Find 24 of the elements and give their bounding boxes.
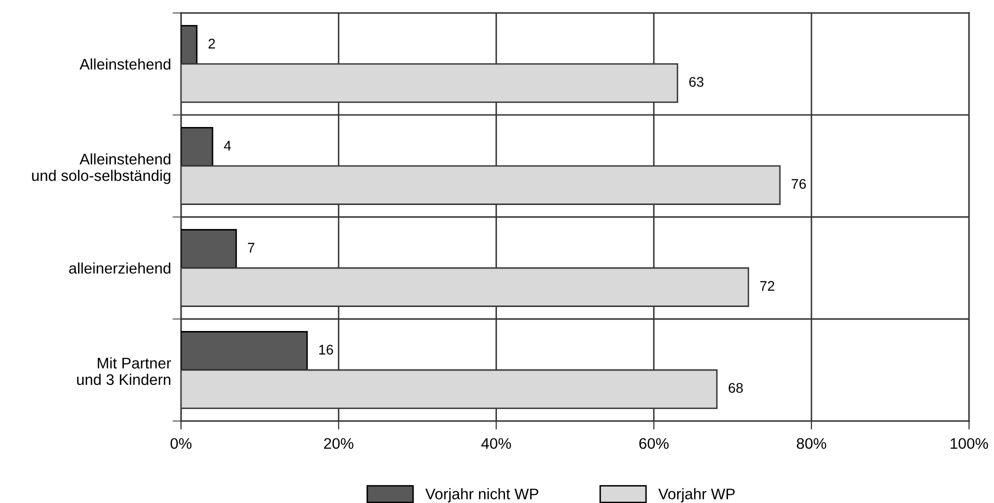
bar bbox=[181, 229, 237, 269]
bar bbox=[181, 331, 308, 371]
x-tick-label: 0% bbox=[170, 438, 192, 449]
data-label: 68 bbox=[728, 383, 743, 393]
x-tick-label: 100% bbox=[950, 438, 988, 449]
y-tick-label: Alleinstehend und solo-selbständig bbox=[32, 153, 170, 184]
data-label: 7 bbox=[248, 242, 254, 252]
data-label: 76 bbox=[792, 179, 806, 189]
data-label: 2 bbox=[208, 38, 215, 48]
x-tick-label: 80% bbox=[796, 438, 826, 449]
y-tick-label: Alleinstehend bbox=[80, 58, 170, 70]
bar bbox=[181, 127, 214, 167]
bar bbox=[181, 25, 198, 65]
data-label: 4 bbox=[224, 140, 231, 150]
data-label: 16 bbox=[319, 344, 334, 355]
y-tick-label: Mit Partner und 3 Kindern bbox=[77, 357, 172, 386]
legend-label: Vorjahr WP bbox=[658, 488, 735, 502]
x-tick-label: 20% bbox=[324, 438, 354, 449]
y-tick-label: alleinerziehend bbox=[69, 262, 170, 274]
x-tick-label: 60% bbox=[639, 438, 669, 449]
x-tick-label: 40% bbox=[481, 438, 511, 449]
data-label: 72 bbox=[760, 281, 774, 291]
data-label: 63 bbox=[689, 77, 704, 87]
legend-label: Vorjahr nicht WP bbox=[425, 488, 538, 502]
